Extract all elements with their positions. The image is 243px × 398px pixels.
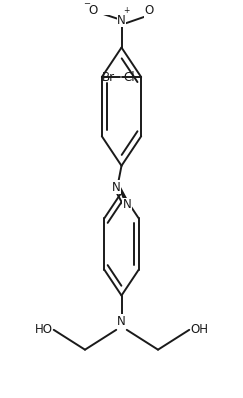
Text: O: O	[145, 4, 154, 17]
Text: HO: HO	[35, 323, 52, 336]
Text: N: N	[112, 181, 120, 194]
Text: O: O	[88, 4, 97, 17]
Text: −: −	[83, 0, 90, 8]
Text: N: N	[117, 315, 126, 328]
Text: Br: Br	[102, 70, 115, 84]
Text: N: N	[117, 14, 126, 27]
Text: Cl: Cl	[123, 70, 135, 84]
Text: +: +	[124, 6, 130, 15]
Text: N: N	[123, 198, 131, 211]
Text: OH: OH	[191, 323, 208, 336]
